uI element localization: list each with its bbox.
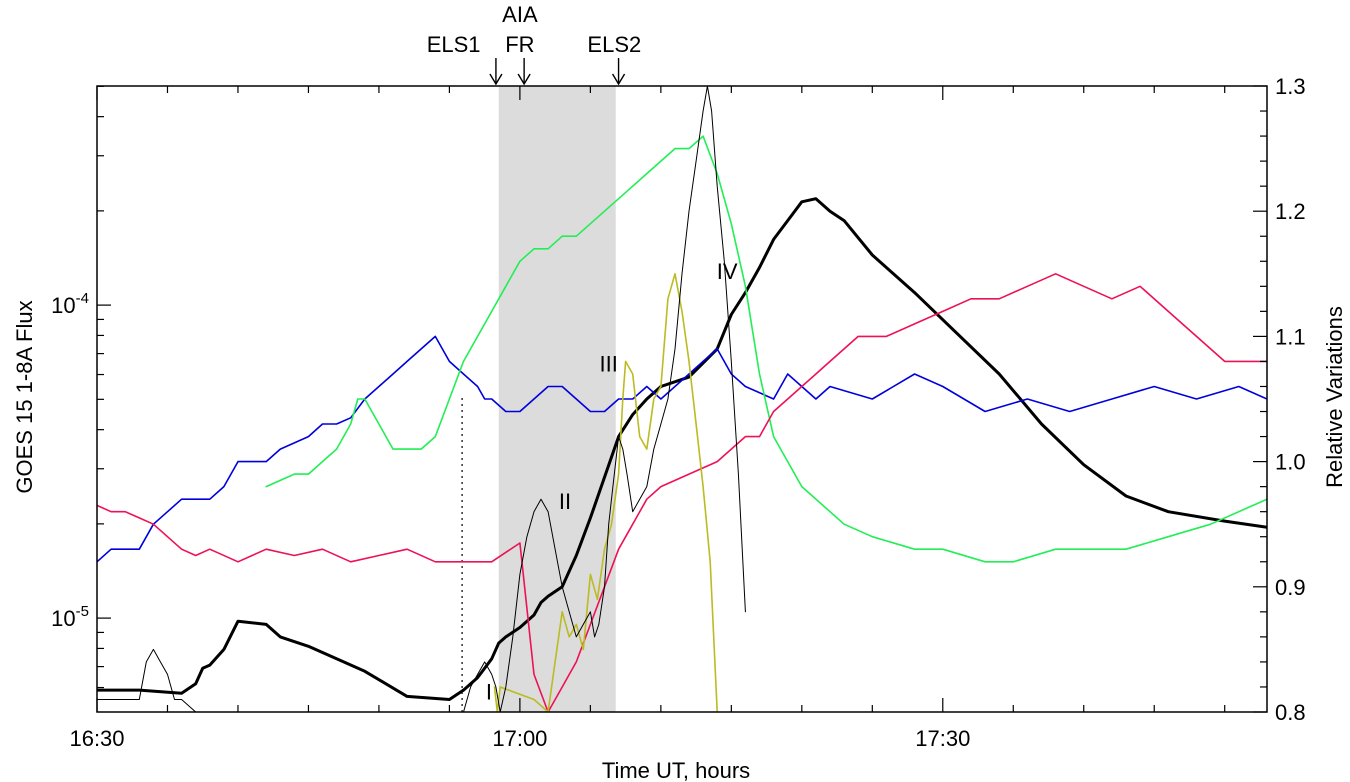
x-tick-label: 16:30 xyxy=(69,726,124,751)
phase-label: II xyxy=(559,489,571,514)
event-arrow-head xyxy=(489,73,503,86)
x-axis-title: Time UT, hours xyxy=(602,758,750,782)
right-tick-label: 0.9 xyxy=(1275,575,1306,600)
axes: 16:30 17:00 17:30 10-5 10-4 0.8 0.9 1.0 1.1 1.2 1.… xyxy=(51,74,1305,751)
event-arrow-head xyxy=(517,73,531,86)
event-label: AIA xyxy=(502,2,538,27)
x-tick-label: 17:00 xyxy=(492,726,547,751)
event-label: FR xyxy=(505,32,534,57)
left-axis-title: GOES 15 1-8A Flux xyxy=(12,300,37,493)
right-tick-label: 1.2 xyxy=(1275,199,1306,224)
event-label: ELS2 xyxy=(587,32,641,57)
right-tick-label: 1.0 xyxy=(1275,450,1306,475)
phase-label: IV xyxy=(717,259,738,284)
series-line-4 xyxy=(493,273,718,712)
phase-label: III xyxy=(600,351,618,376)
x-tick-label: 17:30 xyxy=(915,726,970,751)
series-line-3 xyxy=(97,273,1267,712)
right-tick-label: 0.8 xyxy=(1275,700,1306,725)
right-tick-label: 1.3 xyxy=(1275,74,1306,99)
series-line-2 xyxy=(265,135,1267,563)
left-tick-label: 10-5 xyxy=(51,603,89,631)
series-line-1 xyxy=(97,335,1267,563)
data-series xyxy=(97,86,1267,712)
right-tick-label: 1.1 xyxy=(1275,324,1306,349)
series-line-0 xyxy=(97,197,1267,701)
event-label: ELS1 xyxy=(427,32,481,57)
phase-label: I xyxy=(486,679,492,704)
event-arrow-head xyxy=(611,73,626,86)
shaded-interval xyxy=(498,86,616,712)
series-line-5 xyxy=(97,86,746,712)
left-tick-label: 10-4 xyxy=(51,290,89,318)
right-axis-title: Relative Variations xyxy=(1322,306,1347,488)
